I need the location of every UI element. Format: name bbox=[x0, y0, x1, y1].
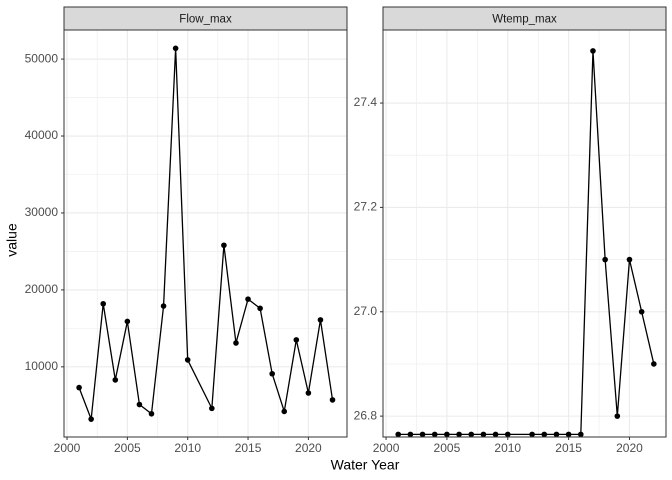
point bbox=[431, 431, 438, 437]
panel-title: Flow_max bbox=[179, 14, 232, 26]
point bbox=[626, 256, 633, 263]
point bbox=[209, 405, 215, 412]
x-tick-label: 2005 bbox=[434, 441, 461, 455]
x-tick-label: 2020 bbox=[616, 441, 643, 455]
panel-title: Wtemp_max bbox=[492, 14, 557, 26]
point bbox=[221, 242, 227, 249]
point bbox=[480, 431, 487, 437]
y-tick-label: 40000 bbox=[25, 128, 59, 142]
point bbox=[468, 431, 475, 437]
x-tick-label: 2015 bbox=[555, 441, 582, 455]
point bbox=[148, 410, 155, 417]
point bbox=[638, 308, 645, 315]
y-axis-title: value bbox=[4, 223, 20, 257]
point bbox=[492, 431, 499, 437]
point bbox=[160, 303, 167, 309]
point bbox=[233, 340, 239, 346]
y-tick-label: 30000 bbox=[25, 205, 59, 219]
panel-border bbox=[63, 29, 348, 438]
point bbox=[293, 337, 300, 343]
x-axis-title: Water Year bbox=[331, 457, 400, 473]
point bbox=[136, 401, 143, 408]
point bbox=[305, 390, 312, 396]
y-tick-label: 20000 bbox=[25, 282, 59, 296]
point bbox=[553, 431, 560, 437]
point bbox=[281, 408, 288, 415]
point bbox=[565, 431, 572, 437]
panel-border bbox=[382, 29, 667, 438]
point bbox=[269, 370, 275, 377]
point bbox=[184, 357, 191, 363]
point bbox=[651, 361, 657, 367]
point bbox=[172, 45, 179, 52]
point bbox=[76, 384, 82, 391]
y-tick-label: 27.4 bbox=[354, 95, 378, 109]
x-tick-label: 2000 bbox=[54, 441, 81, 455]
point bbox=[407, 431, 414, 437]
point bbox=[395, 431, 402, 437]
x-tick-label: 2000 bbox=[373, 441, 400, 455]
y-tick-label: 26.8 bbox=[354, 408, 378, 422]
point bbox=[444, 431, 450, 437]
y-tick-label: 10000 bbox=[25, 359, 59, 373]
point bbox=[456, 431, 462, 437]
point bbox=[602, 256, 608, 263]
point bbox=[329, 397, 336, 403]
point bbox=[245, 296, 251, 302]
point bbox=[419, 431, 426, 437]
point bbox=[257, 305, 263, 312]
y-tick-label: 27.2 bbox=[354, 200, 378, 214]
point bbox=[504, 431, 511, 437]
y-tick-label: 50000 bbox=[25, 51, 59, 65]
point bbox=[124, 318, 131, 325]
point bbox=[614, 413, 621, 419]
point bbox=[88, 416, 94, 422]
x-tick-label: 2020 bbox=[295, 441, 322, 455]
x-tick-label: 2005 bbox=[114, 441, 141, 455]
point bbox=[100, 300, 107, 307]
x-tick-label: 2010 bbox=[494, 441, 521, 455]
x-tick-label: 2010 bbox=[174, 441, 201, 455]
y-tick-label: 27.0 bbox=[354, 304, 378, 318]
point bbox=[529, 431, 535, 437]
panel-background bbox=[383, 30, 666, 437]
point bbox=[317, 317, 324, 323]
point bbox=[541, 431, 548, 437]
point bbox=[577, 431, 584, 437]
point bbox=[112, 377, 119, 383]
point bbox=[590, 48, 596, 54]
x-tick-label: 2015 bbox=[235, 441, 262, 455]
